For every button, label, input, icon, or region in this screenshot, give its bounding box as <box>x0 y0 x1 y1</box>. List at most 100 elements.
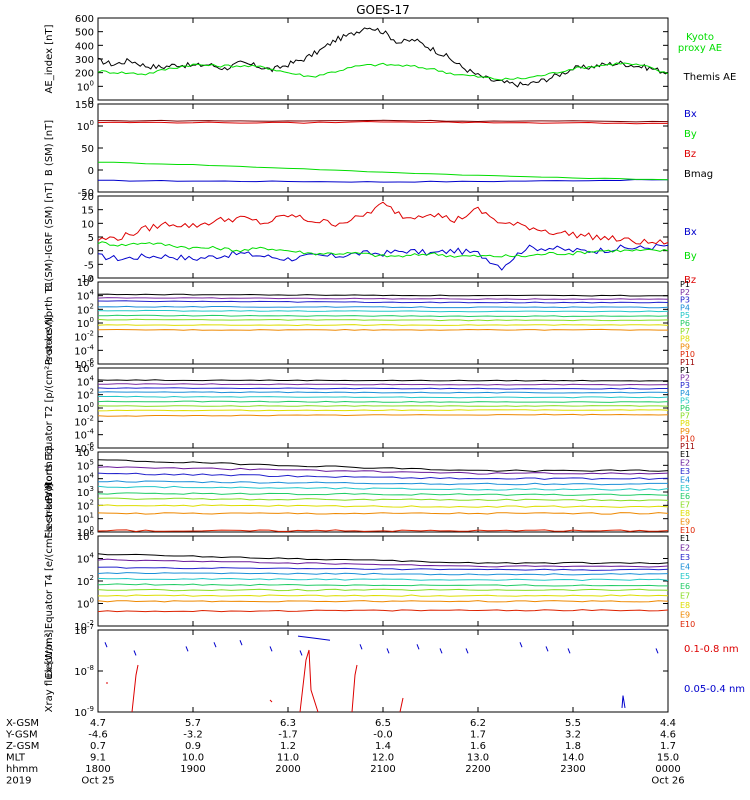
channel-label-p11: P11 <box>680 442 695 451</box>
channel-label-e4: E4 <box>680 475 690 484</box>
orbit-value: Oct 25 <box>81 776 114 787</box>
y-tick-label: 106 <box>77 445 95 459</box>
xray-long-mark <box>351 664 358 713</box>
channel-label-p5: P5 <box>680 311 690 320</box>
channel-label-e5: E5 <box>680 572 690 581</box>
channel-line-p7 <box>97 318 669 322</box>
series-line-by <box>98 161 669 181</box>
xray-short-mark <box>655 648 659 654</box>
xray-short-mark <box>299 650 303 656</box>
y-tick-label: 10-2 <box>74 330 94 344</box>
channel-line-e9 <box>97 600 669 603</box>
xray-long-mark <box>269 699 273 703</box>
orbit-value: 1.8 <box>565 741 581 752</box>
orbit-value: 13.0 <box>467 753 489 764</box>
y-tick-label: -10 <box>78 274 94 285</box>
orbit-row-label: X-GSM <box>6 718 39 729</box>
orbit-value: 9.1 <box>90 753 106 764</box>
xray-short-mark <box>185 646 189 652</box>
y-tick-label: 101 <box>77 512 94 526</box>
channel-line-e5 <box>97 485 669 491</box>
y-tick-label: 10-8 <box>74 664 94 678</box>
channel-line-p6 <box>98 314 669 318</box>
channel-line-e7 <box>97 497 669 502</box>
orbit-value: 15.0 <box>657 753 679 764</box>
y-tick-label: 106 <box>77 529 95 543</box>
channel-line-p6 <box>97 400 669 403</box>
y-tick-label: 300 <box>75 55 94 66</box>
orbit-value: 0.9 <box>185 741 201 752</box>
y-tick-label: 103 <box>77 485 94 499</box>
y-tick-label: 102 <box>77 498 94 512</box>
orbit-value: -1.7 <box>278 730 298 741</box>
ae-ylabel: AE_index [nT] <box>44 24 55 93</box>
orbit-value: 1800 <box>85 764 110 775</box>
y-tick-label: 0 <box>88 247 94 258</box>
channel-line-e7 <box>97 588 669 592</box>
orbit-value: 6.2 <box>470 718 486 729</box>
orbit-value: 1.4 <box>375 741 391 752</box>
orbit-value: 6.5 <box>375 718 391 729</box>
channel-line-e8 <box>97 594 669 597</box>
panel-protons-equator-ylabel: Protons Equator T2 [p/(cm²-s-sr-keV)] <box>44 315 55 502</box>
y-tick-label: 104 <box>77 552 95 566</box>
y-tick-label: 10-4 <box>74 343 94 357</box>
legend-bsm-bz: Bz <box>684 149 696 160</box>
channel-label-e7: E7 <box>680 501 690 510</box>
orbit-value: 1.2 <box>280 741 296 752</box>
channel-label-e9: E9 <box>680 518 690 527</box>
channel-line-p3 <box>97 300 669 304</box>
y-tick-label: 600 <box>75 14 94 25</box>
channel-line-e1 <box>97 459 669 473</box>
y-tick-label: -5 <box>84 260 94 271</box>
channel-line-p1 <box>97 379 669 382</box>
y-tick-label: 400 <box>75 41 94 52</box>
channel-line-p5 <box>98 395 669 399</box>
y-tick-label: 104 <box>77 374 95 388</box>
legend-bsm-bmag: Bmag <box>684 169 713 180</box>
legend-xray-short: 0.05-0.4 nm <box>684 684 745 695</box>
channel-label-p3: P3 <box>680 381 690 390</box>
channel-line-p4 <box>97 305 669 309</box>
channel-label-p9: P9 <box>680 342 690 351</box>
series-line-bz <box>97 120 669 125</box>
channel-line-p3 <box>97 387 668 390</box>
orbit-value: 4.7 <box>90 718 106 729</box>
channel-line-e5 <box>97 577 669 582</box>
y-tick-label: 100 <box>77 525 94 539</box>
xray-short-mark <box>567 648 571 654</box>
channel-label-p10: P10 <box>680 434 695 443</box>
series-line-bx <box>97 178 669 183</box>
panel-protons-equator: 10-610-410-2100102104106P1P2P3P4P5P6P7P8… <box>44 315 695 502</box>
orbit-value: 6.3 <box>280 718 296 729</box>
xray-short-mark <box>239 640 243 646</box>
channel-label-p4: P4 <box>680 389 690 398</box>
channel-label-p2: P2 <box>680 288 690 297</box>
y-tick-label: 0 <box>88 166 94 177</box>
y-tick-label: 10 <box>81 219 94 230</box>
channel-line-e1 <box>97 553 669 565</box>
y-tick-label: 10-6 <box>74 357 94 371</box>
series-line-kyoto-proxy-ae <box>97 62 669 81</box>
channel-line-e10 <box>97 609 669 613</box>
xray-short-mark <box>439 648 443 654</box>
figure-title: GOES-17 <box>356 3 410 17</box>
channel-label-e3: E3 <box>680 467 690 476</box>
orbit-value: 4.6 <box>660 730 676 741</box>
panel-electrons-north: 100101102103104105106E1E2E3E4E5E6E7E8E9E… <box>44 445 695 539</box>
y-tick-label: 500 <box>75 28 94 39</box>
y-tick-label: 102 <box>77 302 94 316</box>
orbit-value: 1900 <box>180 764 205 775</box>
y-tick-label: 0 <box>88 96 94 107</box>
channel-line-e2 <box>97 466 669 475</box>
channel-label-p3: P3 <box>680 296 690 305</box>
xray-short-mark <box>359 644 363 650</box>
channel-line-p9 <box>97 413 669 417</box>
channel-line-e2 <box>97 558 669 568</box>
channel-line-p9 <box>97 328 668 331</box>
y-tick-label: 104 <box>77 472 95 486</box>
channel-label-p7: P7 <box>680 412 690 421</box>
channel-label-p8: P8 <box>680 335 690 344</box>
